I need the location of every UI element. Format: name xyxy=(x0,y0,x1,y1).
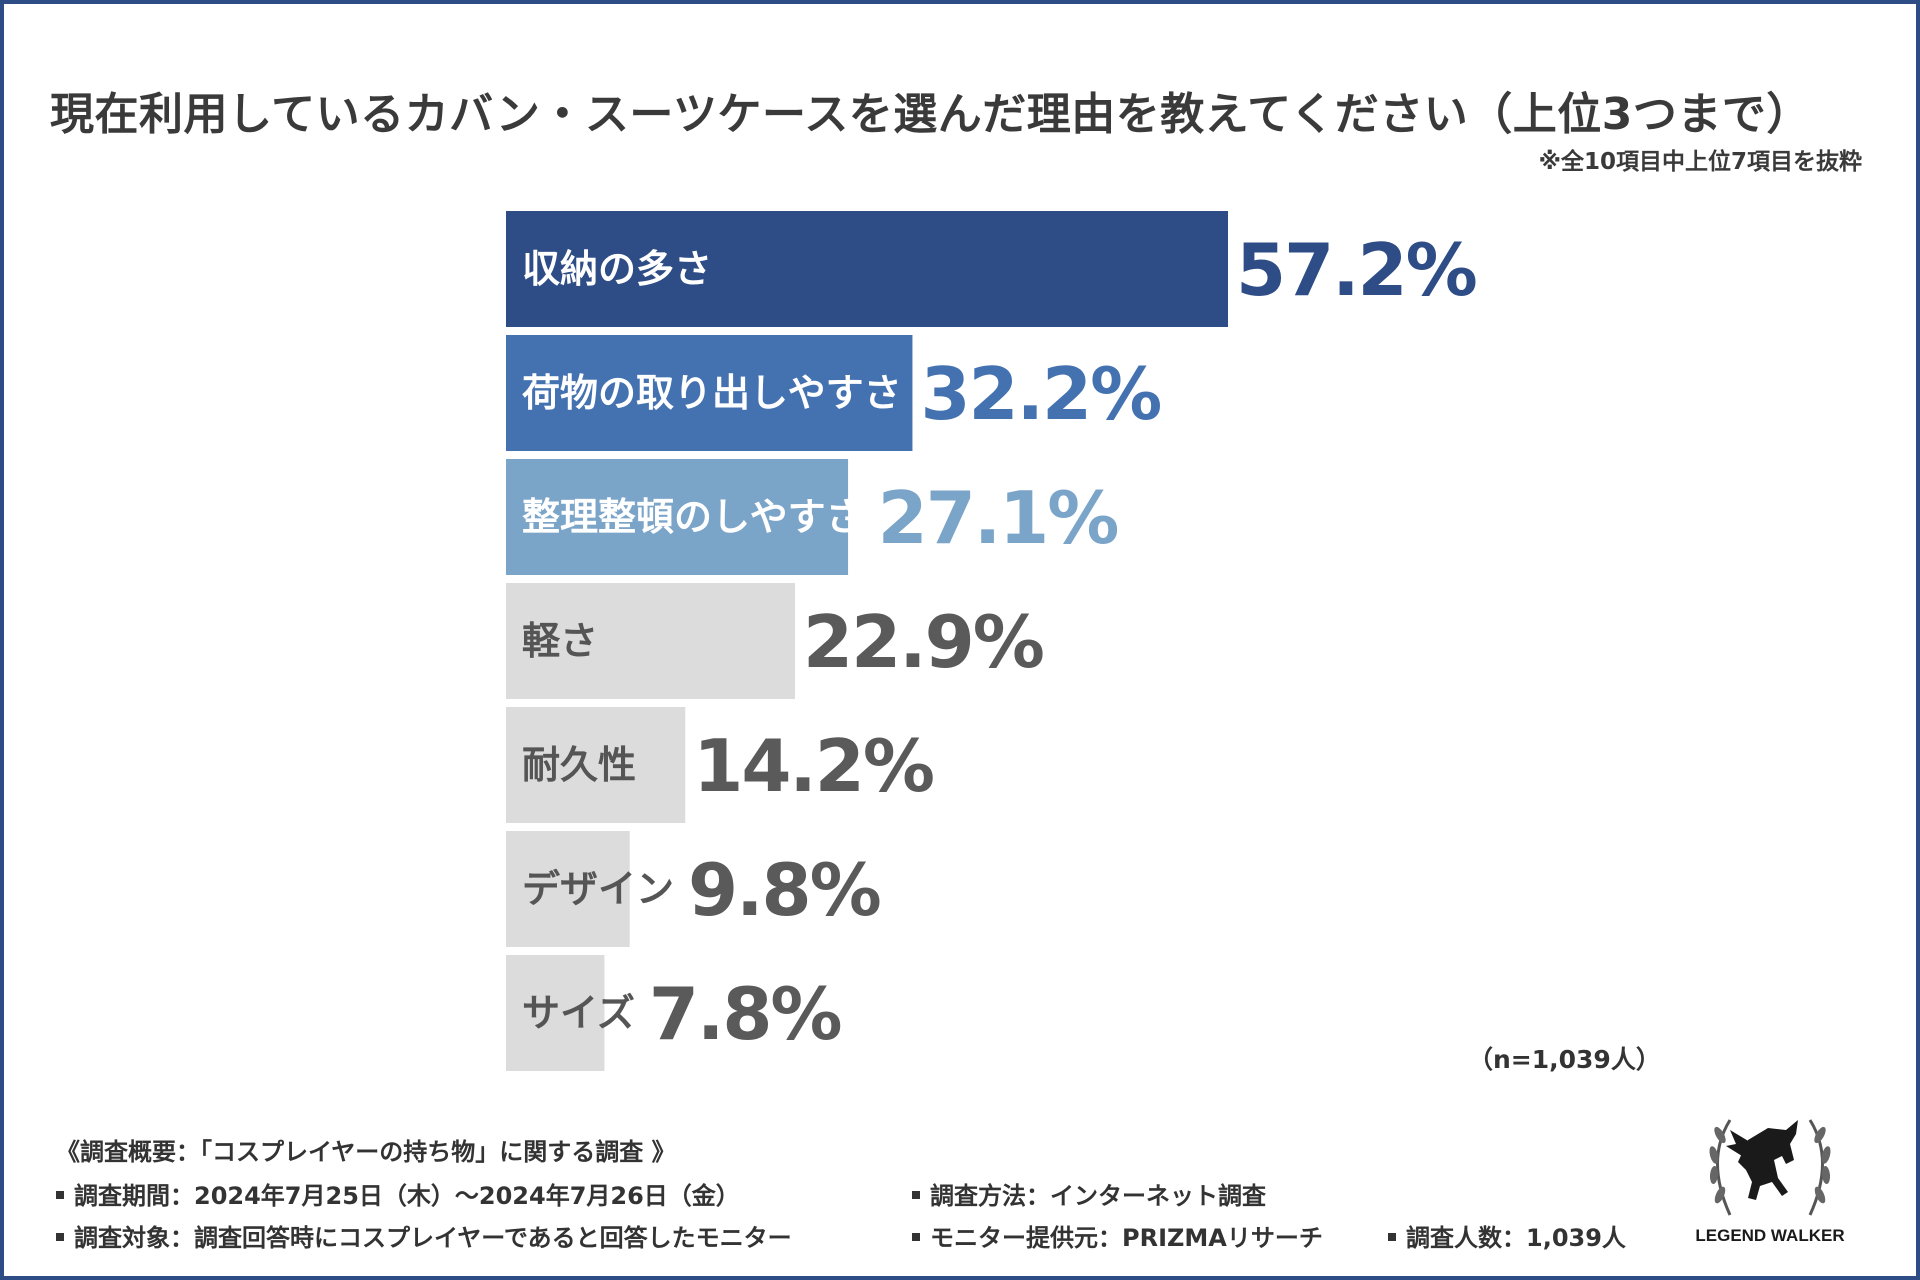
value-label-7: 7.8% xyxy=(649,972,841,1056)
sample-size: （n=1,039人） xyxy=(1468,1045,1661,1074)
survey-title: 《調査概要：「コスプレイヤーの持ち物」に関する調査 》 xyxy=(56,1138,676,1166)
survey-target: 調査対象：調査回答時にコスプレイヤーであると回答したモニター xyxy=(56,1218,792,1253)
bar-label-7: サイズ xyxy=(522,991,635,1035)
value-label-1: 57.2% xyxy=(1236,228,1476,312)
bar-label-1: 収納の多さ xyxy=(522,247,712,291)
bullet-icon xyxy=(912,1233,920,1241)
value-label-4: 22.9% xyxy=(803,600,1043,684)
value-label-6: 9.8% xyxy=(688,848,880,932)
value-label-3: 27.1% xyxy=(878,476,1118,560)
bar-2 xyxy=(506,335,913,451)
chart-title: 現在利用しているカバン・スーツケースを選んだ理由を教えてください（上位3つまで） xyxy=(50,89,1811,140)
bar-3 xyxy=(506,459,849,575)
bar-1 xyxy=(506,211,1228,327)
bullet-icon xyxy=(912,1191,920,1199)
bullet-icon xyxy=(56,1233,64,1241)
bar-label-2: 荷物の取り出しやすさ xyxy=(522,371,902,415)
survey-method: 調査方法：インターネット調査 xyxy=(912,1176,1266,1211)
bar-4 xyxy=(506,583,796,699)
survey-period: 調査期間：2024年7月25日（木）～2024年7月26日（金） xyxy=(56,1176,740,1211)
bar-label-6: デザイン xyxy=(522,867,674,911)
bar-label-5: 耐久性 xyxy=(522,743,636,787)
bar-label-3: 整理整頓のしやすさ xyxy=(522,495,864,539)
survey-count: 調査人数：1,039人 xyxy=(1388,1218,1626,1253)
bar-7 xyxy=(506,955,605,1071)
bar-6 xyxy=(506,831,630,947)
survey-provider: モニター提供元：PRIZMAリサーチ xyxy=(912,1218,1323,1253)
value-label-2: 32.2% xyxy=(920,352,1160,436)
chart-subnote: ※全10項目中上位7項目を抜粋 xyxy=(1538,149,1862,175)
bar-5 xyxy=(506,707,686,823)
logo-text: LEGEND WALKER xyxy=(1695,1226,1845,1245)
value-label-5: 14.2% xyxy=(693,724,933,808)
bullet-icon xyxy=(1388,1233,1396,1241)
bullet-icon xyxy=(56,1191,64,1199)
bar-label-4: 軽さ xyxy=(522,619,598,663)
pegasus-laurel-icon xyxy=(1709,1119,1831,1216)
